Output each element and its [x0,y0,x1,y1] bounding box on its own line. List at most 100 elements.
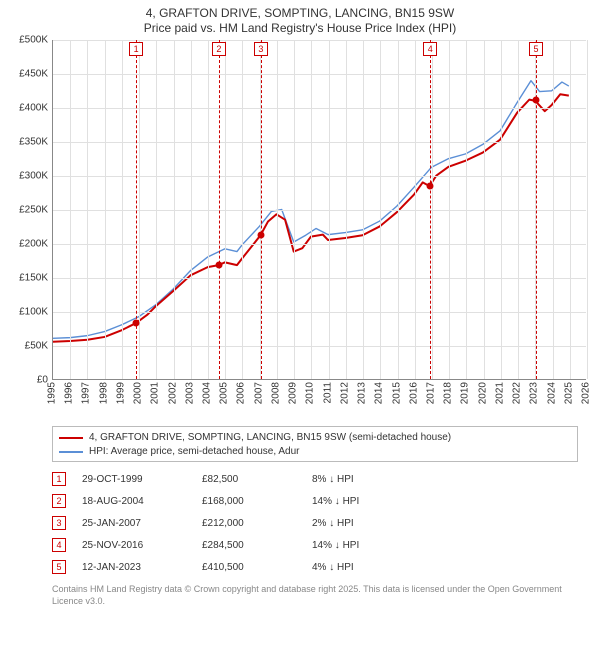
legend-item: 4, GRAFTON DRIVE, SOMPTING, LANCING, BN1… [59,431,571,445]
gridline-horizontal [53,74,586,75]
gridline-horizontal [53,278,586,279]
x-tick-label: 2023 [529,382,540,404]
legend: 4, GRAFTON DRIVE, SOMPTING, LANCING, BN1… [52,426,578,462]
x-tick-label: 2001 [150,382,161,404]
gridline-horizontal [53,142,586,143]
gridline-vertical [87,40,88,379]
y-axis: £0£50K£100K£150K£200K£250K£300K£350K£400… [10,40,52,380]
transaction-number-box: 1 [52,472,66,486]
x-tick-label: 2005 [219,382,230,404]
y-tick-label: £250K [19,205,48,216]
x-tick-label: 2018 [443,382,454,404]
transaction-date: 25-NOV-2016 [82,540,202,551]
gridline-vertical [191,40,192,379]
x-tick-label: 2022 [512,382,523,404]
gridline-horizontal [53,312,586,313]
title-block: 4, GRAFTON DRIVE, SOMPTING, LANCING, BN1… [0,0,600,38]
gridline-horizontal [53,108,586,109]
y-tick-label: £100K [19,307,48,318]
legend-swatch [59,437,83,439]
transaction-date: 29-OCT-1999 [82,474,202,485]
transaction-number-box: 4 [52,538,66,552]
transaction-marker-dot [215,261,222,268]
gridline-horizontal [53,40,586,41]
y-tick-label: £150K [19,273,48,284]
gridline-vertical [570,40,571,379]
transaction-marker-label: 5 [529,42,543,56]
x-axis: 1995199619971998199920002001200220032004… [52,380,586,420]
gridline-vertical [415,40,416,379]
transaction-number-box: 5 [52,560,66,574]
gridline-vertical [208,40,209,379]
chart: £0£50K£100K£150K£200K£250K£300K£350K£400… [10,40,590,420]
x-tick-label: 2004 [202,382,213,404]
y-tick-label: £50K [25,341,48,352]
x-tick-label: 2012 [339,382,350,404]
gridline-vertical [432,40,433,379]
transaction-marker-dot [427,182,434,189]
transaction-number-box: 2 [52,494,66,508]
transaction-delta: 14% ↓ HPI [312,540,422,551]
transaction-number-box: 3 [52,516,66,530]
y-tick-label: £400K [19,103,48,114]
transaction-date: 18-AUG-2004 [82,496,202,507]
transaction-marker-dot [533,96,540,103]
gridline-vertical [277,40,278,379]
transaction-row: 218-AUG-2004£168,00014% ↓ HPI [52,490,578,512]
gridline-vertical [518,40,519,379]
page: 4, GRAFTON DRIVE, SOMPTING, LANCING, BN1… [0,0,600,607]
transaction-marker-line [219,40,220,379]
transaction-marker-line [261,40,262,379]
transaction-marker-dot [133,319,140,326]
x-tick-label: 2025 [563,382,574,404]
plot-area: 12345 [52,40,586,380]
transaction-price: £410,500 [202,562,312,573]
x-tick-label: 2014 [374,382,385,404]
y-tick-label: £200K [19,239,48,250]
gridline-vertical [156,40,157,379]
transaction-marker-line [536,40,537,379]
x-tick-label: 2019 [460,382,471,404]
x-tick-label: 1997 [81,382,92,404]
gridline-vertical [449,40,450,379]
x-tick-label: 1999 [115,382,126,404]
transaction-delta: 8% ↓ HPI [312,474,422,485]
y-tick-label: £500K [19,35,48,46]
x-tick-label: 1995 [47,382,58,404]
transaction-price: £168,000 [202,496,312,507]
x-tick-label: 2024 [546,382,557,404]
gridline-vertical [225,40,226,379]
x-tick-label: 2002 [167,382,178,404]
transaction-marker-label: 4 [423,42,437,56]
gridline-vertical [174,40,175,379]
x-tick-label: 2003 [184,382,195,404]
gridline-vertical [466,40,467,379]
x-tick-label: 2007 [253,382,264,404]
x-tick-label: 2013 [357,382,368,404]
gridline-vertical [501,40,502,379]
gridline-horizontal [53,244,586,245]
gridline-vertical [105,40,106,379]
transactions-table: 129-OCT-1999£82,5008% ↓ HPI218-AUG-2004£… [52,468,578,578]
gridline-vertical [311,40,312,379]
transaction-delta: 4% ↓ HPI [312,562,422,573]
x-tick-label: 2011 [322,382,333,404]
transaction-marker-dot [257,231,264,238]
attribution: Contains HM Land Registry data © Crown c… [52,584,578,607]
gridline-vertical [294,40,295,379]
title-line-1: 4, GRAFTON DRIVE, SOMPTING, LANCING, BN1… [4,6,596,21]
gridline-vertical [587,40,588,379]
x-tick-label: 2009 [288,382,299,404]
transaction-price: £82,500 [202,474,312,485]
transaction-date: 12-JAN-2023 [82,562,202,573]
transaction-row: 325-JAN-2007£212,0002% ↓ HPI [52,512,578,534]
x-tick-label: 2016 [408,382,419,404]
x-tick-label: 2006 [236,382,247,404]
legend-item: HPI: Average price, semi-detached house,… [59,445,571,459]
x-tick-label: 2020 [477,382,488,404]
x-tick-label: 2017 [425,382,436,404]
gridline-horizontal [53,210,586,211]
transaction-row: 5 12-JAN-2023£410,5004% ↓ HPI [52,556,578,578]
gridline-vertical [329,40,330,379]
transaction-marker-line [430,40,431,379]
